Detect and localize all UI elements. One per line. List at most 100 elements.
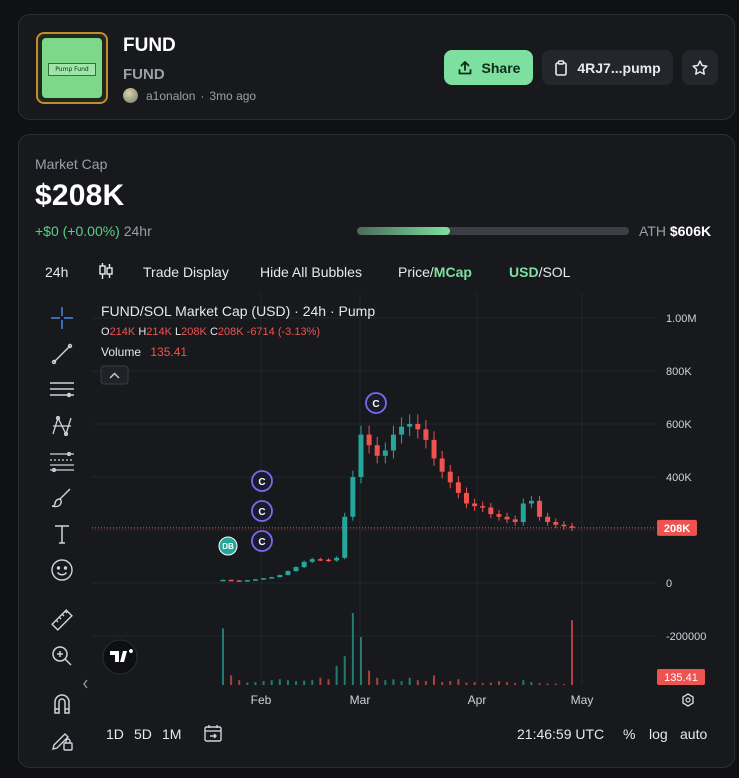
pattern-tool[interactable] (47, 413, 77, 439)
volume-label: Volume (101, 345, 141, 359)
creator-trade-bubble[interactable]: C (251, 500, 273, 522)
bubble-label: C (372, 399, 379, 410)
x-tick-label: Apr (468, 693, 487, 707)
clipboard-icon (555, 59, 568, 76)
chart-settings-button[interactable] (682, 693, 694, 707)
trade-display-button[interactable]: Trade Display (143, 264, 229, 280)
text-tool[interactable] (47, 521, 77, 547)
y-tick-label: 400K (666, 472, 692, 484)
volume-tag: 135.41 (657, 669, 705, 685)
emoji-tool[interactable] (47, 557, 77, 583)
candle-body (569, 526, 575, 528)
smiley-icon (51, 559, 73, 581)
volume-bar (408, 677, 411, 685)
candle-type-button[interactable] (99, 262, 113, 283)
volume-bar (278, 679, 281, 685)
pencil-lock-icon (52, 733, 73, 751)
candle-body (309, 559, 315, 562)
candle-body (480, 506, 486, 508)
candle-body (261, 578, 267, 580)
volume-bar (530, 682, 533, 685)
scroll-left-button[interactable] (83, 679, 88, 689)
y-axis: 1.00M 800K 600K 400K 0 -200000 (666, 313, 706, 643)
chart-legend: FUND/SOL Market Cap (USD) · 24h · Pump O… (101, 303, 375, 359)
candle-body (512, 519, 518, 523)
ath-value: $606K (669, 223, 712, 239)
horizontal-lines-icon (50, 382, 74, 398)
candle-body (269, 577, 275, 579)
volume-bar (554, 683, 557, 685)
hide-bubbles-button[interactable]: Hide All Bubbles (260, 264, 362, 280)
candle-body (342, 516, 348, 558)
volume-bar (368, 670, 371, 685)
interval-selector[interactable]: 24h (45, 264, 69, 280)
favorite-button[interactable] (682, 50, 718, 85)
y-tick-label: -200000 (666, 631, 706, 643)
fib-tool[interactable] (47, 449, 77, 475)
currency-toggle[interactable]: USD/SOL (509, 264, 570, 280)
volume-bar (270, 680, 273, 685)
volume-bar (538, 683, 541, 685)
creator-avatar[interactable] (123, 88, 138, 103)
volume-bar (424, 681, 427, 685)
volume-bar (489, 682, 492, 685)
creator-trade-bubble[interactable]: C (251, 470, 273, 492)
collapse-legend-button[interactable] (100, 365, 129, 385)
y-tick-label: 800K (666, 366, 692, 378)
volume-tag-label: 135.41 (664, 672, 698, 684)
volume-bar (473, 682, 476, 685)
candle-body (301, 561, 307, 568)
high-value: 214K (146, 326, 172, 338)
share-button[interactable]: Share (444, 50, 533, 85)
bubble-label: DB (222, 542, 234, 551)
dev-buy-bubble[interactable]: DB (218, 536, 238, 556)
volume-bar (303, 680, 306, 685)
creator-trade-bubble[interactable]: C (251, 530, 273, 552)
token-image[interactable]: Pump Fund (36, 32, 108, 104)
creator-trade-bubble[interactable]: C (365, 392, 387, 414)
contract-address-label: 4RJ7...pump (577, 59, 661, 76)
bubble-label: C (258, 537, 265, 548)
chart-grid (92, 293, 655, 685)
range-5d-button[interactable]: 5D (134, 726, 152, 742)
open-value: 214K (110, 326, 136, 338)
auto-scale-toggle[interactable]: auto (680, 726, 708, 742)
x-axis: Feb Mar Apr May (251, 693, 594, 707)
magnet-tool[interactable] (47, 691, 77, 717)
volume-bar (416, 680, 419, 685)
volume-bar (351, 613, 354, 685)
market-cap-chart[interactable]: C C C C DB 1.00M 800K 600K 400K 0 -200000 Feb Mar A… (19, 135, 734, 767)
percent-scale-toggle[interactable]: % (623, 726, 636, 742)
trendline-tool[interactable] (47, 341, 77, 367)
lock-drawings-tool[interactable] (47, 727, 77, 753)
x-tick-label: Feb (251, 693, 272, 707)
contract-address-button[interactable]: 4RJ7...pump (542, 50, 673, 85)
candle-body (252, 579, 258, 581)
range-1m-button[interactable]: 1M (162, 726, 182, 742)
volume-bar (222, 628, 224, 685)
log-scale-toggle[interactable]: log (649, 726, 668, 742)
crosshair-tool[interactable] (47, 305, 77, 331)
volume-bar (465, 682, 468, 685)
chevron-left-icon (83, 679, 88, 689)
calendar-goto-icon (204, 725, 222, 742)
market-cap-change: +$0 (+0.00%) 24hr (35, 223, 152, 239)
utc-clock[interactable]: 21:46:59 UTC (517, 726, 605, 742)
price-mcap-toggle[interactable]: Price/MCap (398, 264, 472, 280)
range-1d-button[interactable]: 1D (106, 726, 124, 742)
candle-body (553, 522, 559, 525)
trade-bubbles: C C C C DB (218, 392, 387, 556)
creator-name[interactable]: a1onalon (146, 88, 196, 103)
change-period: 24hr (123, 223, 152, 239)
y-tick-label: 600K (666, 419, 692, 431)
market-cap-card: Market Cap $208K +$0 (+0.00%) 24hr ATH $… (18, 134, 735, 768)
mcap-label: MCap (433, 264, 472, 280)
brush-tool[interactable] (47, 485, 77, 511)
ruler-tool[interactable] (47, 607, 77, 633)
zoom-tool[interactable] (47, 643, 77, 669)
goto-date-button[interactable] (203, 723, 223, 746)
tradingview-logo[interactable] (102, 639, 138, 675)
candle-body (439, 458, 445, 472)
horizontal-lines-tool[interactable] (47, 377, 77, 403)
candlestick-icon (99, 263, 113, 279)
